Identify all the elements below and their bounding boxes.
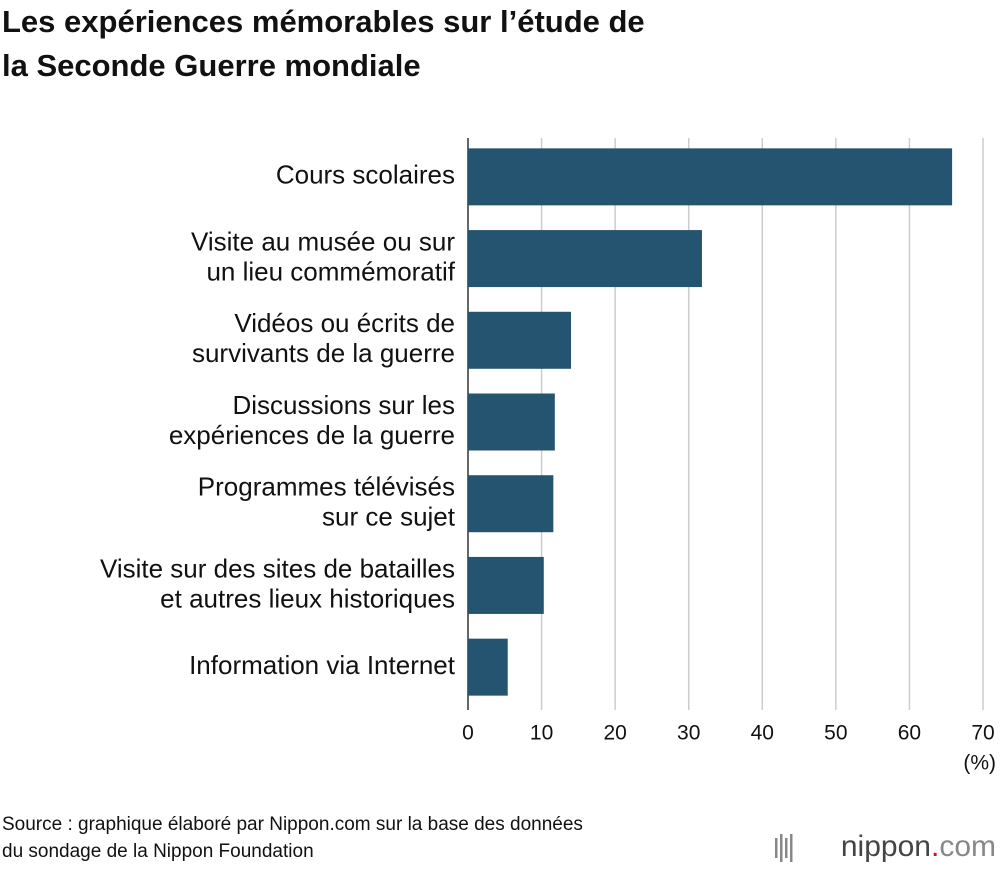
y-tick-label: un lieu commémoratif [206,256,455,286]
y-tick-label: sur ce sujet [322,502,456,532]
y-tick-label: survivants de la guerre [192,338,455,368]
x-axis-label: (%) [963,752,996,775]
logo-mark [780,834,783,862]
bar [468,311,571,369]
logo-part: com [939,830,996,863]
bar [468,393,555,451]
y-tick-label: Information via Internet [189,650,456,680]
y-tick-label: Visite au musée ou sur [191,226,455,256]
logo-mark [775,838,778,858]
source-note: Source : graphique élaboré par Nippon.co… [2,814,583,835]
logo: nippon.com [841,830,996,863]
chart-title: la Seconde Guerre mondiale [2,48,421,83]
y-tick-label: Discussions sur les [232,390,455,420]
x-tick-label: 20 [603,722,626,745]
bar [468,148,953,206]
y-tick-label: Programmes télévisés [198,472,455,502]
x-tick-label: 30 [677,722,700,745]
y-tick-label: Cours scolaires [276,160,455,190]
logo-part: . [931,830,939,863]
y-tick-label: Vidéos ou écrits de [234,308,455,338]
x-tick-label: 60 [898,722,921,745]
bar [468,556,544,614]
x-tick-label: 50 [824,722,847,745]
y-tick-label: Visite sur des sites de batailles [100,553,455,583]
bar [468,475,554,533]
x-tick-label: 0 [462,722,474,745]
bar [468,638,508,696]
y-tick-label: et autres lieux historiques [160,583,455,613]
x-tick-label: 70 [971,722,994,745]
x-tick-label: 10 [530,722,553,745]
bar [468,230,702,288]
logo-mark [785,838,788,858]
y-tick-label: expériences de la guerre [169,420,455,450]
chart-title: Les expériences mémorables sur l’étude d… [2,4,645,39]
logo-part: nippon [841,830,931,863]
logo-mark [790,834,793,862]
x-tick-label: 40 [751,722,774,745]
source-note: du sondage de la Nippon Foundation [2,841,314,862]
